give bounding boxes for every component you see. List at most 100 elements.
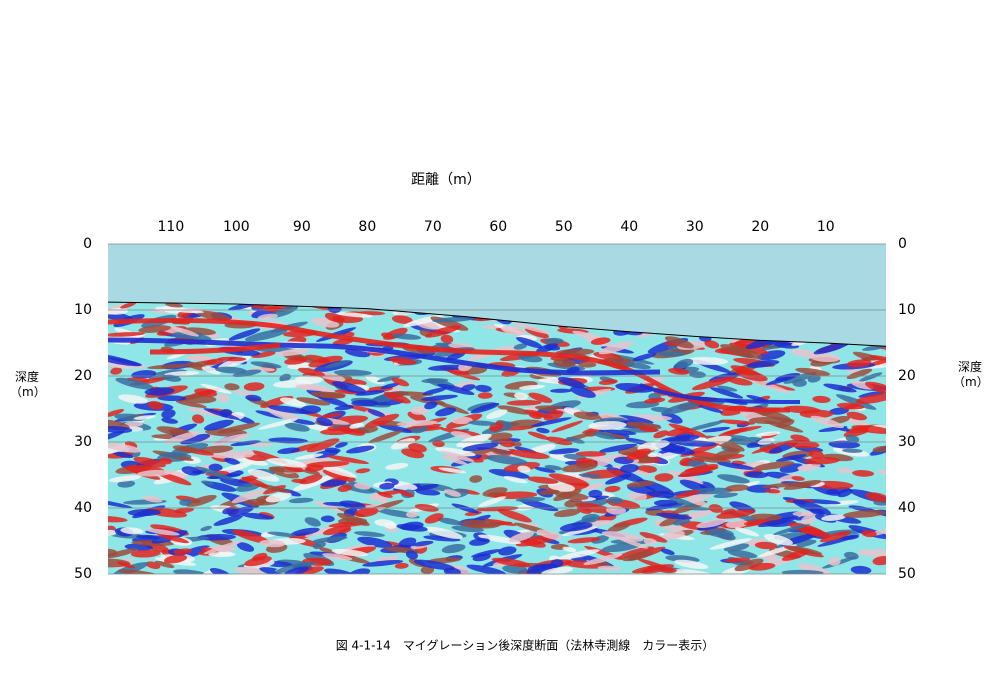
y-tick-label-right: 30 [898,434,916,450]
reflection-texture [817,534,860,547]
reflection-texture [734,527,760,537]
reflection-texture [570,386,596,398]
reflection-texture [534,466,556,473]
reflection-texture [251,501,266,507]
reflection-texture [116,561,136,569]
reflection-texture [498,438,515,448]
reflection-texture [427,364,466,371]
reflection-texture [536,343,559,353]
reflection-texture [660,548,675,555]
reflection-texture [244,556,272,567]
reflection-texture [845,434,860,443]
reflection-texture [108,409,125,418]
reflection-texture [425,526,463,539]
reflection-texture [466,564,507,574]
reflection-texture [668,367,690,375]
reflection-texture [397,490,415,498]
reflection-texture [194,388,218,397]
reflection-texture [573,411,601,420]
reflection-texture [233,390,256,397]
reflection-texture [209,567,232,574]
reflection-texture [561,462,598,473]
x-tick-label: 60 [489,219,507,235]
reflection-texture [626,480,655,488]
reflection-texture [354,507,379,518]
reflection-texture [797,463,813,470]
reflection-texture [385,462,409,470]
reflection-texture [828,557,841,566]
reflection-texture [362,559,404,567]
reflection-texture [383,391,411,404]
reflection-texture [844,551,859,560]
reflection-texture [165,302,183,308]
reflection-texture [365,375,385,385]
reflection-texture [304,517,321,527]
reflection-texture [584,482,605,491]
reflection-texture [527,563,557,572]
reflection-texture [258,418,298,430]
reflection-texture [757,438,775,445]
reflection-texture [186,494,217,507]
reflection-texture [451,503,480,514]
reflection-texture [821,514,846,521]
reflection-texture [440,334,454,344]
reflection-texture [241,449,255,458]
reflection-texture [704,340,720,349]
reflection-texture [551,420,584,433]
reflection-texture [161,417,179,424]
reflection-texture [795,367,831,376]
reflection-texture [809,507,825,516]
reflection-texture [658,567,677,574]
reflection-texture [763,533,793,546]
reflection-texture [764,420,804,433]
reflection-texture [588,489,603,498]
reflection-texture [149,342,281,355]
reflection-texture [527,476,559,484]
reflection-texture [758,516,799,528]
reflection-texture [277,447,300,454]
reflection-texture [717,474,750,484]
reflection-texture [578,473,601,478]
reflection-texture [637,440,670,451]
reflection-texture [657,351,686,357]
reflection-texture [108,337,661,376]
reflection-texture [187,407,223,417]
reflection-texture [497,405,532,415]
reflection-texture [855,393,886,404]
reflection-texture [469,475,483,483]
reflection-texture [224,457,241,466]
reflection-texture [501,325,527,336]
x-tick-label: 110 [158,219,185,235]
reflection-texture [755,431,781,437]
reflection-texture [451,416,473,425]
reflection-texture [410,406,429,415]
reflection-texture [380,382,400,390]
reflection-texture [842,448,863,453]
reflection-texture [412,540,434,547]
reflection-texture [773,523,811,536]
reflection-texture [339,500,366,510]
reflection-texture [777,473,800,483]
reflection-texture [708,504,723,513]
reflection-texture [117,480,136,488]
reflection-texture [215,366,247,374]
reflection-texture [353,531,385,537]
reflection-texture [527,431,550,440]
reflection-texture [288,497,314,504]
reflection-texture [108,442,142,453]
reflection-texture [823,383,857,393]
reflection-texture [320,479,347,487]
reflection-texture [228,328,261,341]
reflection-texture [158,472,192,486]
reflection-texture [123,421,144,427]
reflection-texture [265,492,292,503]
reflection-texture [267,458,306,468]
reflection-texture [398,537,417,548]
reflection-texture [764,488,781,494]
reflection-texture [203,358,224,366]
reflection-texture [388,356,417,365]
reflection-texture [656,512,693,520]
reflection-texture [513,343,528,350]
reflection-texture [596,457,611,467]
reflection-texture [521,538,546,548]
